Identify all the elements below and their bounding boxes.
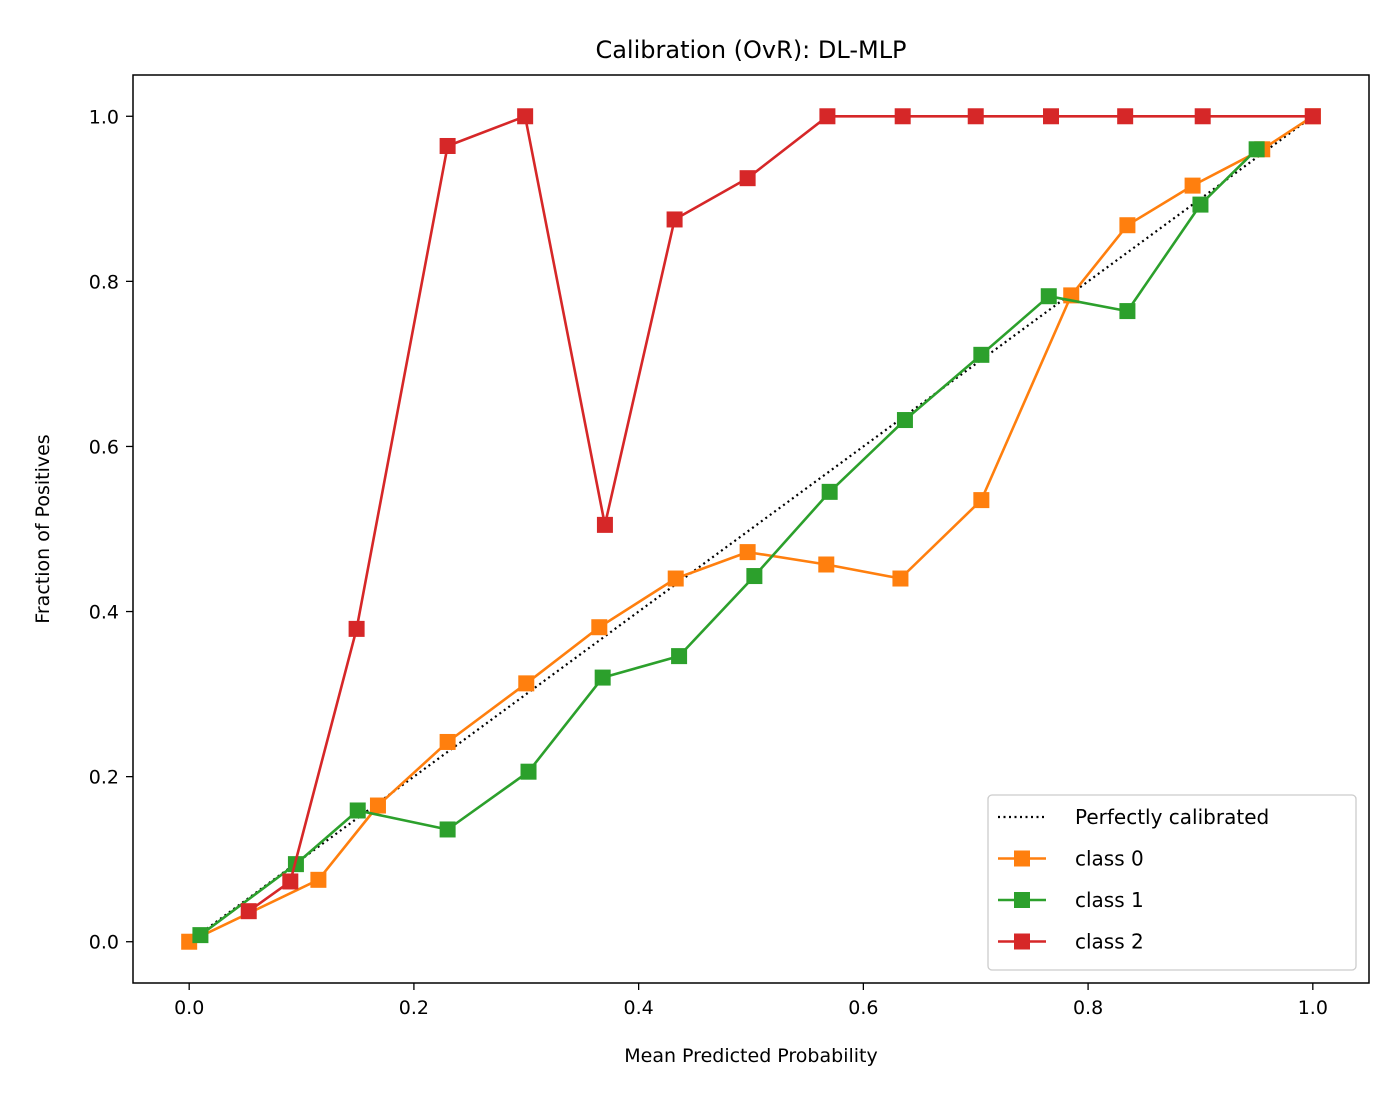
x-axis: 0.0 0.2 0.4 0.6 0.8 1.0 bbox=[174, 983, 1328, 1019]
data-point bbox=[520, 763, 537, 780]
data-point bbox=[439, 733, 456, 750]
data-point bbox=[1248, 141, 1265, 158]
legend-item: class 0 bbox=[998, 847, 1144, 871]
series-line bbox=[188, 115, 1314, 943]
x-tick-label: 0.6 bbox=[848, 997, 878, 1019]
data-point bbox=[821, 483, 838, 500]
y-tick-label: 0.0 bbox=[89, 932, 119, 954]
y-tick-label: 1.0 bbox=[89, 106, 119, 128]
data-point bbox=[1040, 288, 1057, 305]
legend-item: Perfectly calibrated bbox=[998, 805, 1269, 829]
data-point bbox=[739, 544, 756, 561]
legend-label: class 0 bbox=[1075, 847, 1144, 871]
data-point bbox=[973, 346, 990, 363]
x-tick-label: 0.8 bbox=[1073, 997, 1103, 1019]
data-point bbox=[282, 873, 299, 890]
data-point bbox=[1184, 177, 1201, 194]
data-point bbox=[192, 927, 209, 944]
y-tick-label: 0.8 bbox=[89, 271, 119, 293]
data-point bbox=[746, 568, 763, 585]
data-point bbox=[818, 556, 835, 573]
data-point bbox=[892, 570, 909, 587]
x-tick-label: 0.4 bbox=[624, 997, 654, 1019]
data-point bbox=[1117, 108, 1134, 125]
data-point bbox=[667, 570, 684, 587]
legend-box bbox=[987, 794, 1357, 971]
legend-label: Perfectly calibrated bbox=[1075, 805, 1269, 829]
data-point bbox=[1043, 108, 1060, 125]
series-line bbox=[247, 115, 1313, 913]
plot-area bbox=[181, 108, 1321, 950]
data-point bbox=[1119, 303, 1136, 320]
data-point bbox=[894, 108, 911, 125]
y-tick-label: 0.6 bbox=[89, 436, 119, 458]
axes-frame bbox=[132, 74, 1370, 984]
legend-item: class 2 bbox=[998, 930, 1144, 954]
legend-marker bbox=[1014, 933, 1030, 950]
data-point bbox=[819, 108, 836, 125]
data-point bbox=[310, 871, 327, 888]
data-point bbox=[596, 516, 613, 533]
data-point bbox=[1192, 196, 1209, 213]
legend-item: class 1 bbox=[998, 888, 1144, 912]
data-point bbox=[517, 108, 534, 125]
y-tick-label: 0.4 bbox=[89, 602, 119, 624]
x-tick-label: 0.2 bbox=[399, 997, 429, 1019]
y-axis: 0.0 0.2 0.4 0.6 0.8 1.0 bbox=[89, 106, 133, 954]
data-point bbox=[739, 170, 756, 187]
legend-marker bbox=[1014, 850, 1030, 867]
data-point bbox=[666, 211, 683, 228]
data-point bbox=[967, 108, 984, 125]
series-class-0 bbox=[181, 108, 1321, 950]
data-point bbox=[439, 137, 456, 154]
data-point bbox=[349, 802, 366, 819]
x-tick-label: 1.0 bbox=[1298, 997, 1328, 1019]
data-point bbox=[671, 648, 688, 665]
data-point bbox=[240, 903, 257, 920]
data-point bbox=[369, 797, 386, 814]
series-class-1 bbox=[192, 141, 1265, 944]
data-point bbox=[896, 412, 913, 429]
y-tick-label: 0.2 bbox=[89, 767, 119, 789]
legend-marker bbox=[1014, 892, 1030, 908]
y-axis-label: Fraction of Positives bbox=[32, 434, 54, 623]
x-tick-label: 0.0 bbox=[174, 997, 204, 1019]
data-point bbox=[348, 620, 365, 637]
legend: Perfectly calibrated class 0 class 1 class … bbox=[987, 794, 1357, 971]
data-point bbox=[439, 821, 456, 838]
data-point bbox=[1304, 108, 1321, 125]
chart-title: Calibration (OvR): DL-MLP bbox=[595, 36, 906, 64]
data-point bbox=[594, 669, 611, 686]
legend-label: class 2 bbox=[1075, 930, 1144, 954]
x-axis-label: Mean Predicted Probability bbox=[624, 1045, 877, 1067]
data-point bbox=[591, 619, 608, 636]
series-class-2 bbox=[240, 108, 1321, 920]
data-point bbox=[518, 675, 535, 692]
data-point bbox=[973, 492, 990, 509]
data-point bbox=[1119, 217, 1136, 234]
data-point bbox=[1194, 108, 1211, 125]
legend-label: class 1 bbox=[1075, 888, 1144, 912]
